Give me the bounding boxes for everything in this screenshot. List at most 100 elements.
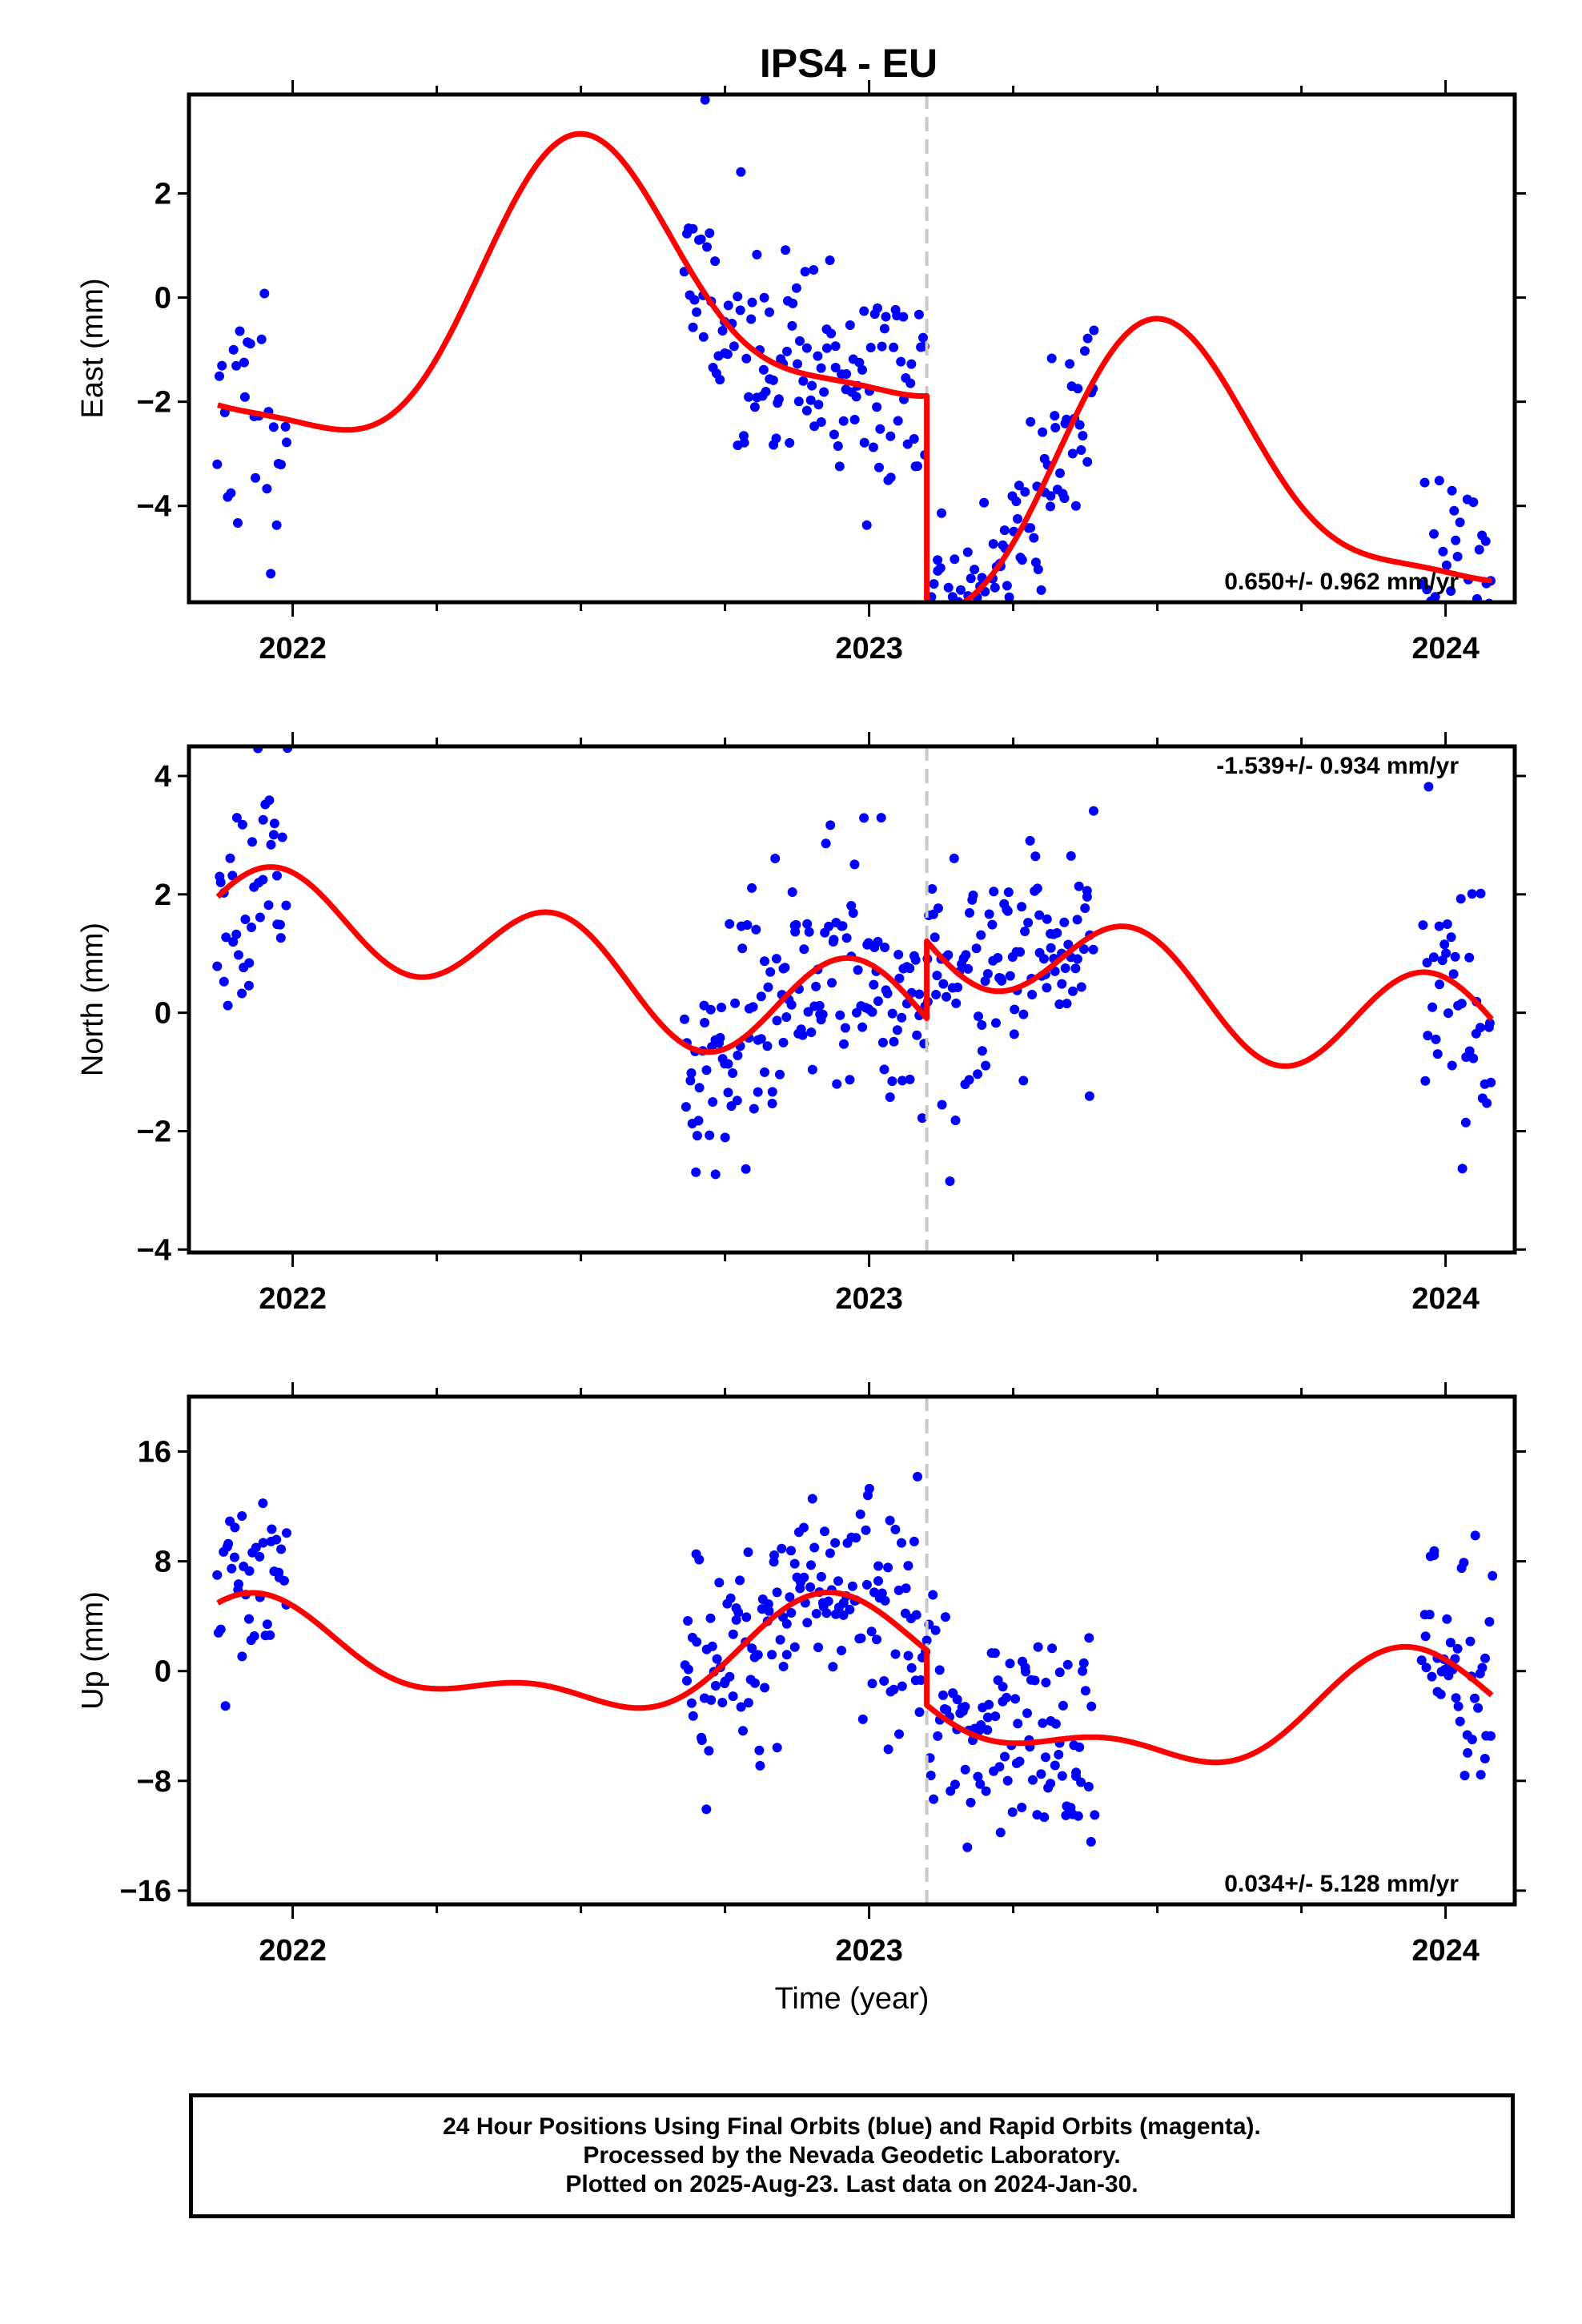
north-data-point bbox=[720, 1132, 730, 1143]
north-data-point bbox=[971, 943, 982, 954]
north-data-point bbox=[730, 998, 741, 1008]
north-data-point bbox=[1018, 1076, 1029, 1086]
up-data-point bbox=[1455, 1716, 1465, 1727]
north-data-point bbox=[710, 1169, 721, 1180]
north-data-point bbox=[905, 963, 915, 974]
up-data-point bbox=[933, 1731, 943, 1741]
up-data-point bbox=[1028, 1775, 1038, 1785]
up-data-point bbox=[1480, 1653, 1490, 1663]
up-data-point bbox=[707, 1641, 717, 1651]
east-data-point bbox=[710, 256, 721, 267]
up-data-point bbox=[1477, 1663, 1488, 1673]
up-data-point bbox=[960, 1764, 970, 1775]
east-data-point bbox=[905, 378, 916, 388]
north-data-point bbox=[237, 819, 247, 830]
north-data-point bbox=[811, 981, 821, 991]
north-data-point bbox=[839, 1039, 849, 1049]
east-data-point bbox=[906, 359, 917, 369]
panel-north: 4 2 0 −2 −4 2022 2023 2024 North (mm) -1.539+/- 0… bbox=[76, 732, 1526, 1316]
north-data-point bbox=[814, 1000, 825, 1011]
north-data-point bbox=[787, 887, 797, 897]
north-data-point bbox=[873, 996, 883, 1007]
east-data-point bbox=[1038, 427, 1048, 437]
north-data-point bbox=[234, 950, 243, 960]
east-data-point bbox=[1082, 456, 1093, 467]
up-data-point bbox=[1021, 1667, 1030, 1677]
east-data-point bbox=[889, 342, 899, 352]
north-data-point bbox=[277, 832, 287, 842]
up-data-point bbox=[838, 1610, 849, 1620]
y-tick-label: −16 bbox=[120, 1875, 171, 1908]
east-data-point bbox=[968, 612, 978, 621]
east-data-point bbox=[1447, 485, 1457, 496]
north-data-point bbox=[231, 929, 242, 939]
up-data-point bbox=[802, 1618, 813, 1628]
up-data-point bbox=[903, 1561, 913, 1571]
up-data-point bbox=[755, 1760, 765, 1771]
north-data-point bbox=[240, 915, 251, 924]
north-data-point bbox=[686, 1068, 697, 1078]
east-data-point bbox=[698, 332, 709, 342]
north-data-point bbox=[882, 988, 893, 999]
up-data-point bbox=[998, 1682, 1008, 1692]
up-data-point bbox=[1086, 1701, 1097, 1711]
up-data-point bbox=[258, 1538, 268, 1548]
east-data-point bbox=[793, 396, 804, 407]
north-data-point bbox=[1023, 918, 1034, 928]
up-data-point bbox=[237, 1651, 247, 1662]
east-data-point bbox=[741, 353, 752, 364]
east-data-points bbox=[212, 94, 1496, 621]
up-data-point bbox=[767, 1650, 777, 1660]
up-data-point bbox=[1424, 1610, 1435, 1620]
east-data-point bbox=[826, 328, 837, 339]
up-data-point bbox=[725, 1671, 735, 1682]
north-data-point bbox=[1032, 883, 1042, 894]
up-data-point bbox=[785, 1592, 795, 1602]
east-data-point bbox=[226, 488, 236, 498]
up-data-point bbox=[1090, 1810, 1100, 1820]
up-data-point bbox=[728, 1691, 738, 1702]
north-data-point bbox=[917, 1113, 927, 1124]
up-data-point bbox=[251, 1542, 261, 1553]
east-data-point bbox=[761, 387, 771, 396]
east-data-point bbox=[1046, 491, 1056, 501]
north-data-point bbox=[705, 1004, 716, 1015]
east-data-point bbox=[913, 309, 924, 320]
north-data-point bbox=[700, 1018, 710, 1027]
north-data-point bbox=[1457, 1164, 1468, 1174]
north-data-point bbox=[694, 1083, 705, 1093]
up-data-point bbox=[1083, 1782, 1094, 1791]
north-data-point bbox=[1441, 948, 1452, 959]
up-data-point bbox=[982, 1712, 993, 1723]
north-data-point bbox=[974, 1011, 983, 1022]
north-data-point bbox=[212, 961, 223, 971]
east-data-point bbox=[1055, 468, 1065, 478]
east-data-point bbox=[1080, 346, 1090, 356]
east-data-point bbox=[935, 563, 946, 573]
up-data-point bbox=[1465, 1636, 1476, 1647]
up-data-point bbox=[825, 1548, 835, 1558]
up-data-point bbox=[890, 1649, 901, 1659]
east-data-point bbox=[1050, 423, 1061, 432]
up-data-point bbox=[1073, 1811, 1083, 1821]
east-data-point bbox=[970, 565, 980, 575]
up-data-point bbox=[1486, 1731, 1496, 1741]
north-data-point bbox=[804, 927, 814, 937]
up-data-point bbox=[262, 1619, 272, 1630]
up-data-point bbox=[778, 1662, 789, 1671]
up-model-curve bbox=[216, 1590, 1494, 1766]
up-data-point bbox=[857, 1714, 868, 1724]
north-data-point bbox=[837, 921, 848, 931]
up-data-point bbox=[1453, 1701, 1464, 1711]
north-data-point bbox=[1010, 1004, 1020, 1015]
up-data-point bbox=[914, 1707, 925, 1717]
north-data-point bbox=[1003, 887, 1014, 898]
north-data-point bbox=[817, 1009, 828, 1019]
up-data-point bbox=[1076, 1777, 1086, 1787]
up-data-point bbox=[704, 1746, 714, 1756]
north-data-point bbox=[1442, 919, 1452, 929]
up-data-point bbox=[960, 1702, 970, 1712]
north-data-point bbox=[942, 991, 951, 1002]
north-data-point bbox=[964, 1075, 974, 1085]
up-data-point bbox=[820, 1526, 829, 1537]
